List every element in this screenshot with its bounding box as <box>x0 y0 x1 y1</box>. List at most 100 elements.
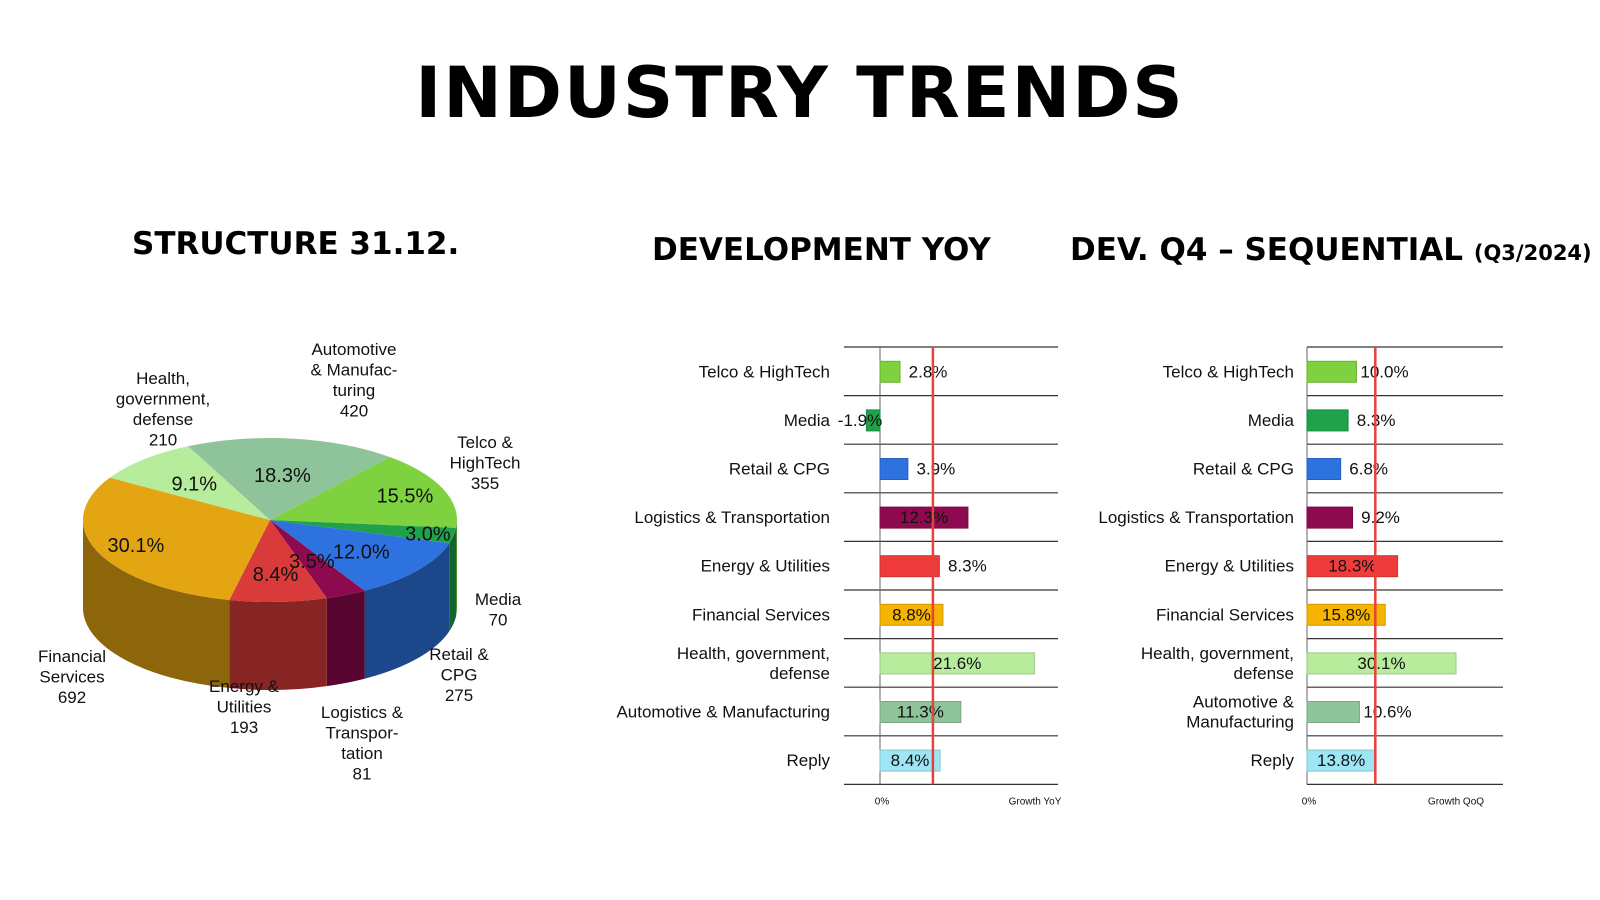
category-label-financial-services: Financial Services <box>1156 605 1294 624</box>
category-label-energy-utilities: Energy & Utilities <box>1165 557 1294 576</box>
category-label-media: Media <box>784 411 831 430</box>
pie-outer-label-energy-utilities-line: 193 <box>230 718 258 737</box>
pie-percent-label: 15.5% <box>377 486 434 508</box>
category-label-media-line: Media <box>784 411 831 430</box>
pie-outer-label-automotive-manufacturing-line: & Manufac- <box>311 361 398 380</box>
bar-automotive-manufacturing <box>879 701 962 723</box>
pie-slice-financial-services <box>82 477 270 601</box>
pie-percent-label: 3.0% <box>405 523 451 545</box>
pie-outer-label-financial-services-line: Financial <box>38 647 106 666</box>
bar-value-label: 15.8% <box>1322 605 1370 624</box>
category-label-automotive-manufacturing-line: Automotive & Manufacturing <box>616 703 830 722</box>
pie-outer-label-health-government-defense-line: defense <box>133 410 194 429</box>
yoy-bar-chart: Telco & HighTech 2.8% Media -1.9% Retail & C… <box>616 346 1062 807</box>
pie-outer-label-retail-cpg-line: Retail & <box>429 645 489 664</box>
bar-value-label: 2.8% <box>909 362 948 381</box>
category-label-retail-cpg-line: Retail & CPG <box>1193 460 1294 479</box>
category-label-logistics-transportation: Logistics & Transportation <box>634 508 830 527</box>
pie-percent-label: 12.0% <box>333 541 390 563</box>
bar-value-label: 13.8% <box>1317 751 1365 770</box>
pie-side-telco-hightech <box>456 520 457 616</box>
pie-outer-label-media-line: Media <box>475 590 522 609</box>
category-label-retail-cpg-line: Retail & CPG <box>729 460 830 479</box>
pie-outer-label-telco-hightech: Telco & HighTech 355 <box>450 433 521 493</box>
qoq-title-main: DEV. Q4 – SEQUENTIAL <box>1070 232 1464 268</box>
category-label-financial-services-line: Financial Services <box>1156 605 1294 624</box>
category-label-financial-services-line: Financial Services <box>692 605 830 624</box>
bar-retail-cpg <box>879 458 909 480</box>
bar-value-label: 11.3% <box>897 703 944 722</box>
bar-value-label: 10.6% <box>1363 703 1411 722</box>
bar-media <box>865 409 881 432</box>
bar-value-label: 8.8% <box>892 605 931 624</box>
pie-outer-label-retail-cpg: Retail & CPG 275 <box>429 645 489 705</box>
category-label-health-government-defense-line: Health, government, <box>1141 644 1294 663</box>
bar-value-label: 6.8% <box>1349 460 1388 479</box>
category-label-telco-hightech: Telco & HighTech <box>699 362 830 381</box>
pie-outer-label-energy-utilities-line: Utilities <box>217 698 272 717</box>
structure-title: STRUCTURE 31.12. <box>132 226 460 262</box>
bar-value-label: 8.3% <box>948 557 987 576</box>
x-axis-zero-label: 0% <box>875 796 890 807</box>
pie-slice-health-government-defense <box>109 446 270 520</box>
bar-value-label: 3.9% <box>917 460 956 479</box>
bar-value-label: 21.6% <box>933 654 981 673</box>
pie-side-financial-services <box>83 520 230 689</box>
pie-outer-label-health-government-defense-line: 210 <box>149 431 177 450</box>
bar-telco-hightech <box>879 360 901 383</box>
pie-outer-label-automotive-manufacturing-line: Automotive <box>311 340 396 359</box>
pie-outer-label-retail-cpg-line: 275 <box>445 686 473 705</box>
bar-telco-hightech <box>1306 360 1357 383</box>
pie-percent-label: 9.1% <box>171 474 217 496</box>
category-label-reply: Reply <box>787 751 831 770</box>
pie-outer-label-retail-cpg-line: CPG <box>441 666 478 685</box>
bar-health-government-defense <box>1306 652 1457 675</box>
bar-value-label: 10.0% <box>1360 362 1408 381</box>
pie-side-media <box>449 527 457 632</box>
pie-outer-label-logistics-transportation-line: tation <box>341 744 383 763</box>
category-label-media: Media <box>1248 411 1295 430</box>
qoq-title-sub: (Q3/2024) <box>1473 241 1592 265</box>
bar-value-label: 8.4% <box>891 751 930 770</box>
pie-side-energy-utilities <box>229 598 327 690</box>
pie-outer-label-automotive-manufacturing-line: 420 <box>340 402 368 421</box>
pie-outer-label-energy-utilities: Energy & Utilities 193 <box>209 677 280 737</box>
category-label-logistics-transportation-line: Logistics & Transportation <box>634 508 830 527</box>
category-label-energy-utilities-line: Energy & Utilities <box>701 557 830 576</box>
pie-slice-telco-hightech <box>270 457 458 528</box>
category-label-energy-utilities-line: Energy & Utilities <box>1165 557 1294 576</box>
x-axis-title: Growth QoQ <box>1428 796 1484 807</box>
pie-percent-label: 18.3% <box>254 465 311 487</box>
bar-reply <box>879 749 941 772</box>
pie-slice-energy-utilities <box>229 520 327 602</box>
bar-financial-services <box>1306 603 1386 626</box>
pie-outer-label-financial-services: Financial Services 692 <box>38 647 106 707</box>
category-label-media-line: Media <box>1248 411 1295 430</box>
category-label-financial-services: Financial Services <box>692 605 830 624</box>
pie-slice-media <box>270 520 457 544</box>
pie-outer-label-health-government-defense-line: Health, <box>136 369 190 388</box>
bar-financial-services <box>879 603 944 626</box>
category-label-health-government-defense-line: defense <box>770 664 831 683</box>
pie-outer-label-logistics-transportation-line: Logistics & <box>321 703 404 722</box>
bar-value-label: -1.9% <box>838 411 882 430</box>
pie-outer-label-media-line: 70 <box>489 611 508 630</box>
bar-retail-cpg <box>1306 458 1342 480</box>
bar-value-label: 30.1% <box>1357 654 1405 673</box>
bar-media <box>1306 409 1349 432</box>
pie-outer-label-financial-services-line: 692 <box>58 688 86 707</box>
category-label-logistics-transportation: Logistics & Transportation <box>1098 508 1294 527</box>
category-label-health-government-defense: Health, government, defense <box>677 644 830 683</box>
category-label-retail-cpg: Retail & CPG <box>729 460 830 479</box>
pie-outer-label-logistics-transportation-line: 81 <box>353 765 372 784</box>
pie-outer-label-energy-utilities-line: Energy & <box>209 677 280 696</box>
category-label-automotive-manufacturing-line: Manufacturing <box>1186 713 1294 732</box>
category-label-retail-cpg: Retail & CPG <box>1193 460 1294 479</box>
bar-energy-utilities <box>879 555 940 578</box>
x-axis-title: Growth YoY <box>1009 796 1062 807</box>
pie-outer-label-automotive-manufacturing: Automotive & Manufac-turing 420 <box>311 340 398 421</box>
pie-percent-label: 30.1% <box>108 535 165 557</box>
qoq-title: DEV. Q4 – SEQUENTIAL (Q3/2024) <box>1070 232 1592 268</box>
